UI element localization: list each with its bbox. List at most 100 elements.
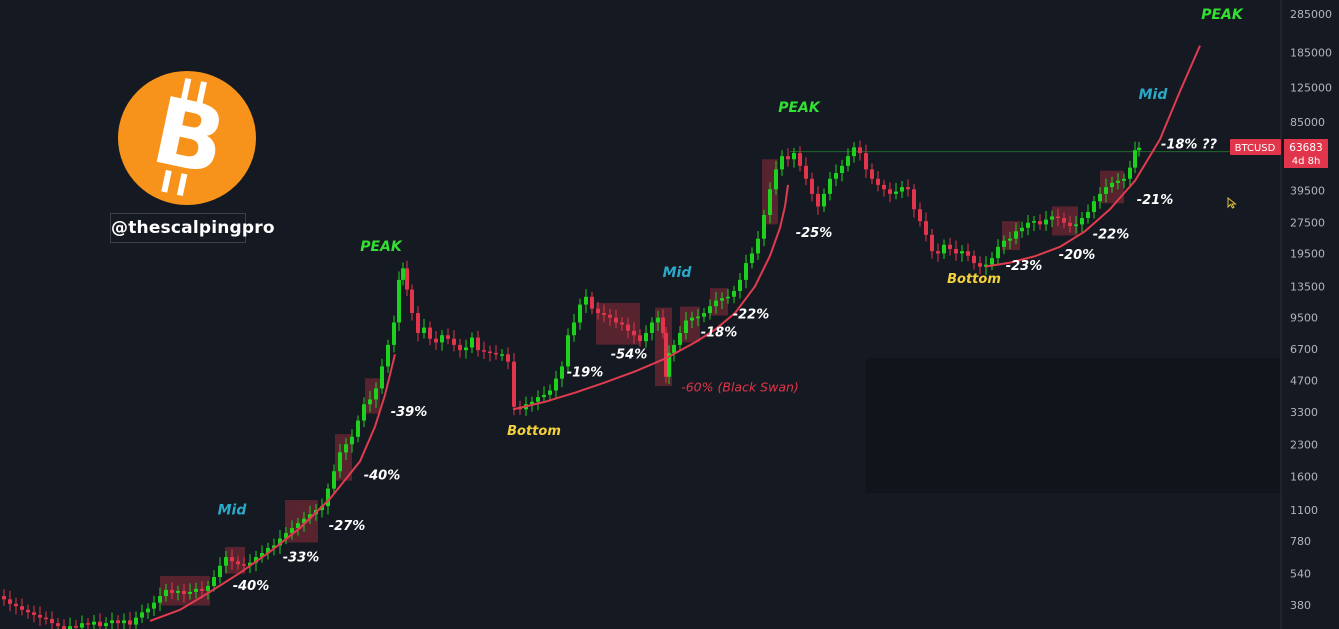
candle-body xyxy=(386,344,390,367)
candle-body xyxy=(188,591,192,594)
candle-body xyxy=(876,178,880,185)
y-tick-label: 285000 xyxy=(1290,8,1332,21)
candle-body xyxy=(344,444,348,453)
candle-body xyxy=(1080,218,1084,225)
candle-body xyxy=(176,590,180,593)
candle-body xyxy=(434,338,438,343)
candle-body xyxy=(38,614,42,618)
channel-handle: @thescalpingpro xyxy=(110,213,275,243)
candle-body xyxy=(110,620,114,624)
y-tick-label: 9500 xyxy=(1290,312,1318,325)
pct-label: -18% ?? xyxy=(1161,138,1218,153)
candle-body xyxy=(278,538,282,546)
candle-body xyxy=(602,313,606,315)
candle-body xyxy=(584,296,588,305)
candle-body xyxy=(1014,231,1018,239)
candle-body xyxy=(864,153,868,170)
candle-body xyxy=(458,344,462,351)
candle-body xyxy=(578,304,582,323)
y-tick-label: 125000 xyxy=(1290,82,1332,95)
candle-body xyxy=(254,557,258,563)
candle-body xyxy=(482,350,486,352)
candle-body xyxy=(392,322,396,345)
candle-body xyxy=(1116,180,1120,183)
candle-body xyxy=(738,279,742,292)
y-tick-label: 19500 xyxy=(1290,247,1325,260)
last-price-tag: BTCUSD 63683 4d 8h xyxy=(1230,139,1328,168)
last-price-value: 63683 xyxy=(1289,142,1322,154)
candle-body xyxy=(1128,167,1132,179)
candle-body xyxy=(74,626,78,628)
candle-body xyxy=(566,335,570,367)
candle-body xyxy=(44,617,48,620)
candle-body xyxy=(978,263,982,267)
candle-body xyxy=(828,178,832,194)
candle-body xyxy=(80,623,84,628)
candle-body xyxy=(846,156,850,166)
price-axis[interactable]: 380 540 780 1100 1600 2300 3300 4700 6700 9500 135… xyxy=(1290,8,1332,612)
price-candles xyxy=(2,140,1141,629)
candle-body xyxy=(596,308,600,314)
consolidation-zone xyxy=(225,546,245,574)
candle-body xyxy=(374,388,378,400)
mouse-cursor-icon xyxy=(1227,197,1237,209)
candle-body xyxy=(930,234,934,252)
candle-body xyxy=(696,316,700,319)
bottom-label: Bottom xyxy=(507,424,561,439)
y-tick-label: 380 xyxy=(1290,599,1311,612)
y-tick-label: 3300 xyxy=(1290,406,1318,419)
candle-body xyxy=(1122,178,1126,181)
candle-body xyxy=(422,327,426,333)
candle-body xyxy=(702,313,706,317)
candle-body xyxy=(672,344,676,353)
candle-body xyxy=(900,187,904,192)
candle-body xyxy=(416,313,420,333)
candle-body xyxy=(708,306,712,314)
candle-body xyxy=(954,248,958,254)
candle-body xyxy=(906,187,910,190)
candle-body xyxy=(104,623,108,627)
pct-label: -18% xyxy=(701,325,738,340)
candle-body xyxy=(1056,216,1060,219)
y-tick-label: 1600 xyxy=(1290,471,1318,484)
candle-body xyxy=(990,258,994,265)
candle-body xyxy=(397,279,401,323)
candle-body xyxy=(774,169,778,190)
pct-label: -54% xyxy=(611,348,648,363)
candle-body xyxy=(464,347,468,351)
candle-body xyxy=(690,317,694,321)
candle-body xyxy=(92,621,96,625)
candle-body xyxy=(1137,147,1141,151)
y-tick-label: 185000 xyxy=(1290,47,1332,60)
candle-body xyxy=(667,352,671,377)
candle-body xyxy=(218,565,222,577)
candle-body xyxy=(452,338,456,345)
candle-body xyxy=(554,378,558,391)
candle-body xyxy=(140,612,144,618)
candle-body xyxy=(894,191,898,194)
candle-body xyxy=(296,523,300,529)
peak-label: PEAK xyxy=(360,239,403,255)
candle-body xyxy=(488,351,492,354)
candle-body xyxy=(822,193,826,207)
candle-body xyxy=(332,471,336,489)
candle-body xyxy=(664,332,668,377)
candle-body xyxy=(20,606,24,610)
candle-body xyxy=(1092,201,1096,213)
candle-body xyxy=(32,612,36,615)
price-tag-bg xyxy=(1284,139,1328,168)
candle-body xyxy=(684,320,688,333)
trend-curve xyxy=(984,45,1201,268)
candle-body xyxy=(626,324,630,331)
candle-body xyxy=(714,300,718,307)
mid-label: Mid xyxy=(218,502,248,518)
candle-body xyxy=(446,335,450,339)
candle-body xyxy=(206,586,210,591)
candle-body xyxy=(972,255,976,264)
candle-body xyxy=(632,330,636,336)
candle-body xyxy=(380,366,384,389)
candle-body xyxy=(732,291,736,297)
mid-label: Mid xyxy=(1139,87,1169,103)
y-tick-label: 540 xyxy=(1290,568,1311,581)
candle-body xyxy=(272,545,276,548)
